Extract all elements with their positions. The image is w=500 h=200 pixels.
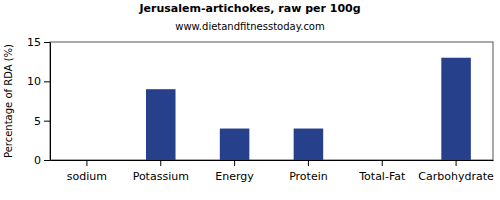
y-tick-label: 5	[34, 115, 41, 128]
plot-frame	[50, 42, 493, 160]
bar	[72, 160, 102, 161]
x-tick-label: Energy	[215, 170, 254, 183]
x-tick: Carbohydrate	[418, 160, 494, 183]
x-tick-label: Carbohydrate	[418, 170, 494, 183]
bars	[146, 58, 471, 160]
x-tick: sodium	[67, 160, 107, 183]
title: Jerusalem-artichokes, raw per 100g	[138, 2, 360, 15]
y-tick: 0	[34, 154, 50, 167]
y-tick-label: 15	[27, 36, 41, 49]
x-tick-label: Potassium	[133, 170, 189, 183]
y-axis: 0 5 10 15	[27, 36, 51, 167]
y-tick-mark	[44, 81, 50, 82]
bar	[441, 58, 471, 160]
y-tick-label: 0	[34, 154, 41, 167]
x-tick: Potassium	[133, 160, 189, 183]
bar	[367, 160, 397, 161]
x-tick-mark	[160, 160, 161, 166]
x-tick: Total-Fat	[358, 160, 406, 183]
x-tick-label: sodium	[67, 170, 107, 183]
x-tick-mark	[234, 160, 235, 166]
y-axis-title: Percentage of RDA (%)	[3, 44, 14, 158]
x-tick: Energy	[215, 160, 254, 183]
x-tick-label: Total-Fat	[358, 170, 406, 183]
y-tick: 15	[27, 36, 50, 49]
x-tick: Protein	[289, 160, 328, 183]
x-axis: sodium Potassium Energy Protein Total-Fat Car…	[51, 160, 495, 183]
x-tick-mark	[456, 160, 457, 166]
y-tick: 10	[27, 75, 50, 88]
y-tick: 5	[34, 115, 50, 128]
y-tick-label: 10	[27, 75, 41, 88]
plot: 0 5 10 15 sodium Potassium Energy Protein Total-…	[27, 36, 494, 183]
y-tick-mark	[44, 121, 50, 122]
x-tick-mark	[382, 160, 383, 166]
chart: Jerusalem-artichokes, raw per 100g www.di…	[0, 0, 500, 200]
subtitle: www.dietandfitnesstoday.com	[175, 21, 324, 32]
y-axis-line	[50, 43, 51, 161]
x-tick-mark	[308, 160, 309, 166]
bar	[294, 129, 324, 160]
x-axis-line	[51, 160, 494, 161]
y-tick-mark	[44, 160, 50, 161]
bar	[220, 129, 250, 160]
x-tick-mark	[86, 160, 87, 166]
bar	[146, 89, 176, 160]
y-tick-mark	[44, 42, 50, 43]
x-tick-label: Protein	[289, 170, 328, 183]
